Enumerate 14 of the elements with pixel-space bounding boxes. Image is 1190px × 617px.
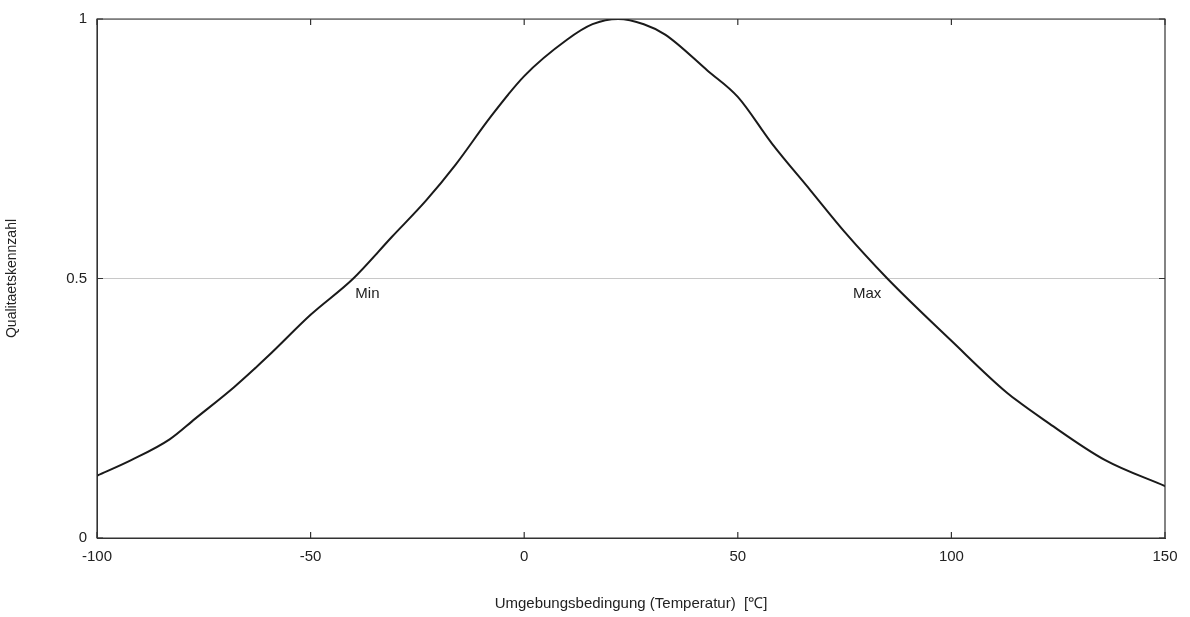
x-tick-label: -50 [299,547,322,565]
y-tick-label: 0.5 [66,268,87,286]
y-axis-title: Qualitaetskennzahl [3,218,20,339]
annotation: Min [355,284,380,302]
line-series [97,19,1165,488]
y-tick-label: 1 [78,9,87,27]
x-tick-label: 0 [520,547,529,565]
x-tick-label: 100 [938,547,964,565]
y-tick-label: 0 [78,528,87,546]
x-tick-label: -100 [81,547,113,565]
x-axis-title: Umgebungsbedingung (Temperatur) [℃] [494,594,768,612]
x-tick-label: 150 [1152,547,1178,565]
x-tick-label: 50 [729,547,747,565]
annotation: Max [852,284,882,302]
